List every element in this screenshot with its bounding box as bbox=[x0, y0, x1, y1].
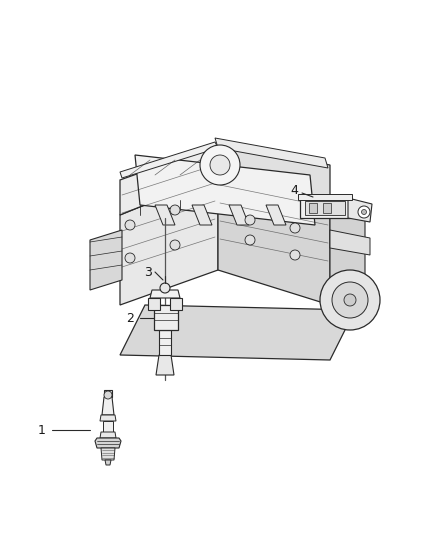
Circle shape bbox=[358, 206, 370, 218]
Polygon shape bbox=[170, 298, 182, 310]
Circle shape bbox=[104, 391, 112, 399]
Polygon shape bbox=[229, 205, 249, 225]
Polygon shape bbox=[305, 201, 345, 215]
Polygon shape bbox=[105, 460, 111, 465]
Polygon shape bbox=[135, 155, 315, 225]
Polygon shape bbox=[104, 390, 112, 397]
Circle shape bbox=[200, 145, 240, 185]
Polygon shape bbox=[266, 205, 286, 225]
Polygon shape bbox=[330, 200, 365, 305]
Circle shape bbox=[290, 250, 300, 260]
Circle shape bbox=[344, 294, 356, 306]
Polygon shape bbox=[95, 438, 121, 448]
Circle shape bbox=[160, 283, 170, 293]
Circle shape bbox=[170, 240, 180, 250]
Polygon shape bbox=[323, 203, 331, 213]
Circle shape bbox=[125, 253, 135, 263]
Polygon shape bbox=[100, 432, 116, 438]
Circle shape bbox=[170, 205, 180, 215]
Polygon shape bbox=[215, 138, 328, 168]
Text: 3: 3 bbox=[144, 265, 152, 279]
Polygon shape bbox=[300, 198, 350, 218]
Text: 4: 4 bbox=[290, 183, 298, 197]
Polygon shape bbox=[150, 290, 180, 298]
Polygon shape bbox=[148, 298, 160, 310]
Circle shape bbox=[361, 209, 367, 214]
Polygon shape bbox=[90, 230, 122, 290]
Polygon shape bbox=[218, 145, 330, 200]
Polygon shape bbox=[192, 205, 212, 225]
Circle shape bbox=[245, 235, 255, 245]
Polygon shape bbox=[100, 415, 116, 421]
Circle shape bbox=[245, 215, 255, 225]
Polygon shape bbox=[159, 330, 171, 355]
Polygon shape bbox=[156, 355, 174, 375]
Text: 1: 1 bbox=[38, 424, 46, 437]
Polygon shape bbox=[120, 142, 218, 178]
Polygon shape bbox=[218, 175, 330, 305]
Polygon shape bbox=[155, 205, 175, 225]
Polygon shape bbox=[103, 421, 113, 432]
Circle shape bbox=[320, 270, 380, 330]
Circle shape bbox=[290, 223, 300, 233]
Polygon shape bbox=[309, 203, 317, 213]
Polygon shape bbox=[102, 397, 114, 415]
Polygon shape bbox=[120, 145, 218, 215]
Polygon shape bbox=[120, 175, 218, 305]
Polygon shape bbox=[348, 198, 372, 222]
Circle shape bbox=[332, 282, 368, 318]
Polygon shape bbox=[298, 194, 352, 200]
Circle shape bbox=[210, 155, 230, 175]
Polygon shape bbox=[154, 305, 178, 330]
Polygon shape bbox=[120, 305, 355, 360]
Text: 2: 2 bbox=[126, 311, 134, 325]
Polygon shape bbox=[330, 230, 370, 255]
Polygon shape bbox=[101, 448, 115, 460]
Circle shape bbox=[125, 220, 135, 230]
